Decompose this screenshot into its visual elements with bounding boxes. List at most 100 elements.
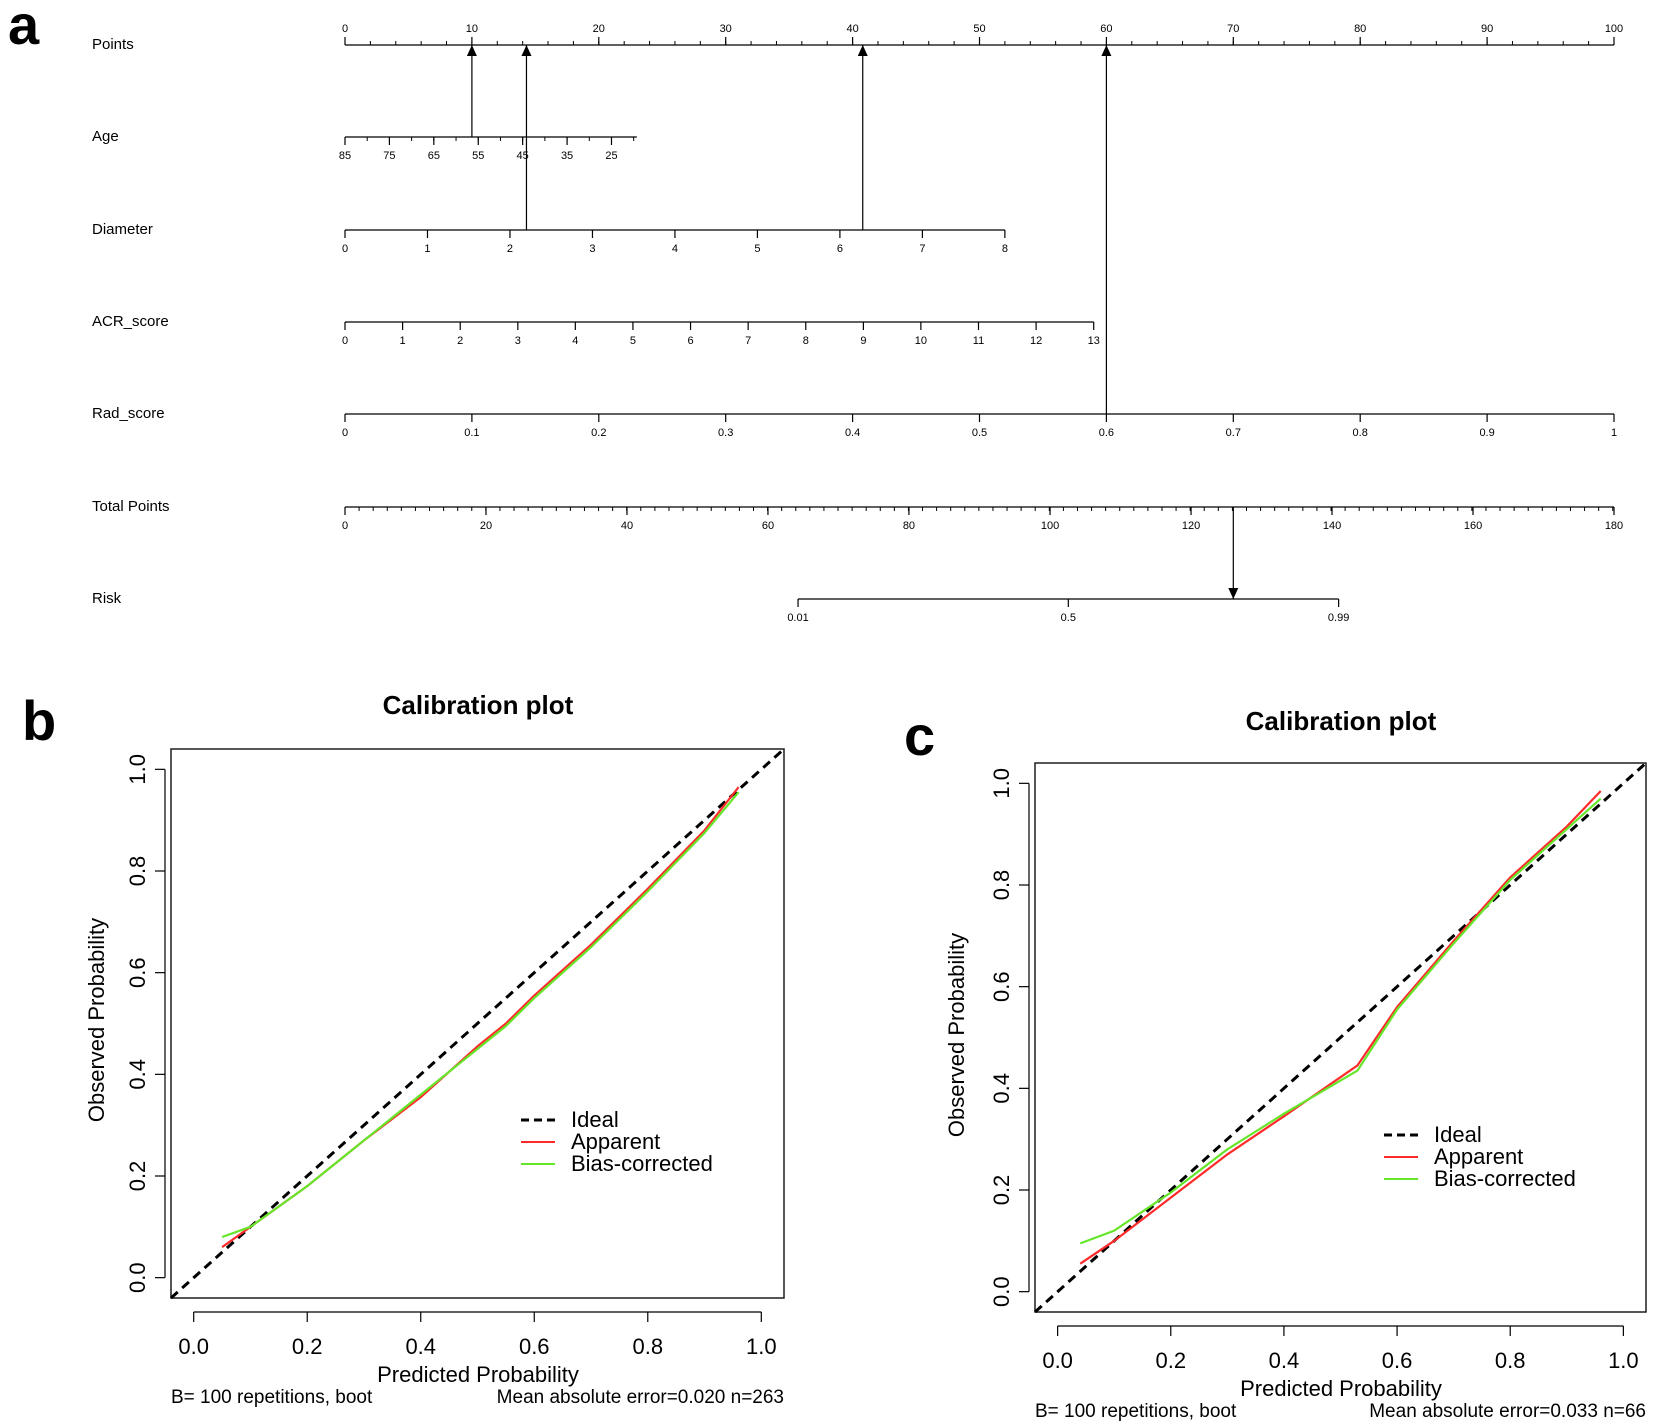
series-line-ideal bbox=[169, 747, 786, 1300]
tick-label: 3 bbox=[589, 243, 595, 255]
tick-label: 0 bbox=[342, 520, 348, 532]
y-tick-label: 0.4 bbox=[125, 1059, 150, 1090]
x-tick-label: 0.2 bbox=[1155, 1348, 1186, 1373]
y-tick-label: 1.0 bbox=[989, 768, 1014, 799]
y-tick-label: 0.0 bbox=[989, 1276, 1014, 1307]
x-tick-label: 1.0 bbox=[1608, 1348, 1639, 1373]
tick-label: 0.4 bbox=[845, 427, 860, 439]
tick-label: 0.8 bbox=[1353, 427, 1368, 439]
x-tick-label: 0.8 bbox=[632, 1334, 663, 1359]
row-label: Rad_score bbox=[92, 405, 165, 422]
tick-label: 1 bbox=[400, 335, 406, 347]
tick-label: 0 bbox=[342, 427, 348, 439]
y-tick-label: 1.0 bbox=[125, 754, 150, 785]
y-tick-label: 0.2 bbox=[125, 1161, 150, 1192]
arrow-head bbox=[1101, 45, 1112, 56]
tick-label: 2 bbox=[507, 243, 513, 255]
y-tick-label: 0.4 bbox=[989, 1073, 1014, 1104]
tick-label: 65 bbox=[428, 150, 440, 162]
tick-label: 6 bbox=[837, 243, 843, 255]
x-tick-label: 0.6 bbox=[519, 1334, 550, 1359]
tick-label: 0.9 bbox=[1479, 427, 1494, 439]
x-tick-label: 0.4 bbox=[1269, 1348, 1300, 1373]
tick-label: 120 bbox=[1182, 520, 1200, 532]
tick-label: 3 bbox=[515, 335, 521, 347]
tick-label: 100 bbox=[1041, 520, 1059, 532]
tick-label: 20 bbox=[593, 23, 605, 35]
tick-label: 160 bbox=[1464, 520, 1482, 532]
tick-label: 100 bbox=[1605, 23, 1623, 35]
tick-label: 0.99 bbox=[1328, 612, 1349, 624]
row-label: ACR_score bbox=[92, 313, 169, 330]
row-label: Age bbox=[92, 128, 119, 145]
tick-label: 80 bbox=[1354, 23, 1366, 35]
legend-label: Bias-corrected bbox=[571, 1151, 713, 1176]
tick-label: 2 bbox=[457, 335, 463, 347]
calibration-plot-b: Calibration plot Predicted Probability O… bbox=[84, 690, 786, 1408]
y-tick-label: 0.6 bbox=[125, 957, 150, 988]
tick-label: 0 bbox=[342, 335, 348, 347]
series-line-apparent bbox=[1079, 790, 1602, 1265]
tick-label: 5 bbox=[754, 243, 760, 255]
arrow-head bbox=[1228, 588, 1239, 599]
legend-label: Ideal bbox=[571, 1107, 619, 1132]
x-axis-label: Predicted Probability bbox=[377, 1362, 579, 1387]
footnote-left: B= 100 repetitions, boot bbox=[171, 1387, 373, 1408]
tick-label: 4 bbox=[572, 335, 578, 347]
x-tick-label: 0.8 bbox=[1495, 1348, 1526, 1373]
x-tick-label: 0.4 bbox=[405, 1334, 436, 1359]
tick-label: 10 bbox=[466, 23, 478, 35]
chart-title: Calibration plot bbox=[1246, 706, 1437, 736]
tick-label: 50 bbox=[973, 23, 985, 35]
tick-label: 13 bbox=[1088, 335, 1100, 347]
footnote-left: B= 100 repetitions, boot bbox=[1035, 1401, 1237, 1422]
y-axis-label: Observed Probability bbox=[944, 933, 969, 1137]
tick-label: 20 bbox=[480, 520, 492, 532]
tick-label: 0.1 bbox=[464, 427, 479, 439]
tick-label: 0.2 bbox=[591, 427, 606, 439]
row-label: Total Points bbox=[92, 498, 170, 515]
x-tick-label: 0.2 bbox=[292, 1334, 323, 1359]
tick-label: 7 bbox=[919, 243, 925, 255]
row-label: Diameter bbox=[92, 221, 153, 238]
legend-label: Bias-corrected bbox=[1434, 1166, 1576, 1191]
tick-label: 60 bbox=[1100, 23, 1112, 35]
chart-title: Calibration plot bbox=[383, 690, 574, 720]
arrow-head bbox=[466, 45, 477, 56]
tick-label: 9 bbox=[860, 335, 866, 347]
panel-letter-a: a bbox=[8, 0, 40, 56]
y-tick-label: 0.8 bbox=[125, 856, 150, 887]
tick-label: 1 bbox=[424, 243, 430, 255]
legend-label: Apparent bbox=[1434, 1144, 1523, 1169]
tick-label: 4 bbox=[672, 243, 678, 255]
tick-label: 0.7 bbox=[1226, 427, 1241, 439]
tick-label: 12 bbox=[1030, 335, 1042, 347]
y-tick-label: 0.2 bbox=[989, 1175, 1014, 1206]
series-line-bias-corrected bbox=[221, 791, 740, 1239]
tick-label: 0 bbox=[342, 23, 348, 35]
tick-label: 8 bbox=[1002, 243, 1008, 255]
tick-label: 60 bbox=[762, 520, 774, 532]
tick-label: 5 bbox=[630, 335, 636, 347]
footnote-right: Mean absolute error=0.020 n=263 bbox=[497, 1387, 784, 1408]
tick-label: 90 bbox=[1481, 23, 1493, 35]
tick-label: 0.5 bbox=[972, 427, 987, 439]
tick-label: 40 bbox=[846, 23, 858, 35]
series-line-ideal bbox=[1033, 761, 1648, 1314]
tick-label: 0.5 bbox=[1061, 612, 1076, 624]
tick-label: 0 bbox=[342, 243, 348, 255]
row-label: Risk bbox=[92, 590, 122, 607]
x-axis-label: Predicted Probability bbox=[1240, 1376, 1442, 1401]
tick-label: 35 bbox=[561, 150, 573, 162]
tick-label: 0.6 bbox=[1099, 427, 1114, 439]
plot-frame bbox=[170, 748, 785, 1299]
y-tick-label: 0.6 bbox=[989, 971, 1014, 1002]
tick-label: 85 bbox=[339, 150, 351, 162]
tick-label: 25 bbox=[605, 150, 617, 162]
legend-label: Apparent bbox=[571, 1129, 660, 1154]
series-line-apparent bbox=[221, 786, 740, 1249]
footnote-right: Mean absolute error=0.033 n=66 bbox=[1369, 1401, 1646, 1422]
tick-label: 8 bbox=[803, 335, 809, 347]
legend-label: Ideal bbox=[1434, 1122, 1482, 1147]
